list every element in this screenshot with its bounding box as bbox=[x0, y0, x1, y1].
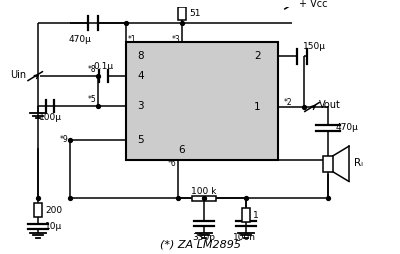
Bar bbox=[192, 196, 216, 201]
Text: 8: 8 bbox=[137, 51, 144, 61]
Text: 470μ: 470μ bbox=[335, 123, 358, 132]
Text: Rₗ: Rₗ bbox=[354, 158, 363, 168]
Text: *1: *1 bbox=[128, 35, 137, 44]
Text: 5: 5 bbox=[137, 135, 144, 145]
Bar bbox=[126, 42, 278, 160]
Text: *2: *2 bbox=[284, 98, 293, 107]
Text: *9: *9 bbox=[59, 135, 68, 144]
Text: 470μ: 470μ bbox=[68, 35, 92, 44]
Text: 200: 200 bbox=[45, 206, 62, 215]
Text: 100μ: 100μ bbox=[38, 113, 62, 122]
Text: 330p: 330p bbox=[192, 233, 216, 243]
Text: *6: *6 bbox=[167, 159, 176, 168]
Text: *8: *8 bbox=[87, 66, 96, 74]
Text: Uin: Uin bbox=[10, 70, 26, 80]
Text: 100 k: 100 k bbox=[191, 187, 217, 196]
Text: 10μ: 10μ bbox=[45, 221, 62, 231]
Text: 6: 6 bbox=[178, 145, 185, 155]
Text: 1: 1 bbox=[254, 102, 261, 112]
Text: 3: 3 bbox=[137, 101, 144, 111]
Text: + Vcc: + Vcc bbox=[299, 0, 328, 9]
Bar bbox=[178, 7, 186, 20]
Text: (*) ZA LM2895: (*) ZA LM2895 bbox=[160, 239, 240, 249]
Text: 150μ: 150μ bbox=[303, 42, 326, 51]
Bar bbox=[34, 203, 42, 217]
Bar bbox=[323, 156, 333, 172]
Text: 4: 4 bbox=[137, 71, 144, 81]
Text: 0.1μ: 0.1μ bbox=[93, 62, 113, 71]
Text: 100n: 100n bbox=[232, 233, 256, 243]
Text: 2: 2 bbox=[254, 51, 261, 61]
Text: 51: 51 bbox=[189, 9, 201, 18]
Text: *5: *5 bbox=[87, 95, 96, 104]
Bar bbox=[242, 209, 250, 222]
Text: 1: 1 bbox=[253, 211, 259, 220]
Text: *3: *3 bbox=[172, 35, 181, 44]
Text: Vout: Vout bbox=[319, 100, 341, 109]
